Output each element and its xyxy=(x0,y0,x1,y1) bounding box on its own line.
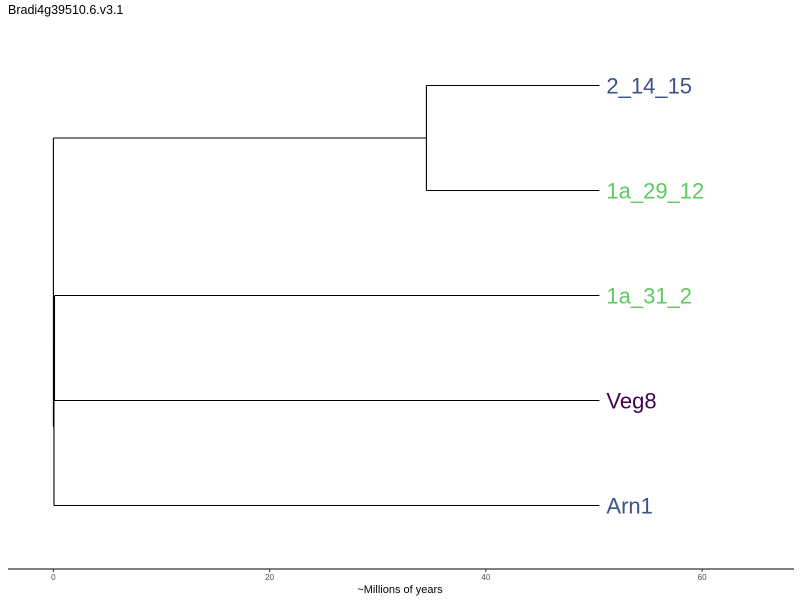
tip-label: Arn1 xyxy=(606,494,652,519)
figure-title: Bradi4g39510.6.v3.1 xyxy=(8,3,123,17)
tip-label: 2_14_15 xyxy=(606,74,692,99)
x-tick-label: 60 xyxy=(698,573,707,582)
tip-label: Veg8 xyxy=(606,389,656,414)
tree-branches xyxy=(52,84,600,507)
x-tick-label: 20 xyxy=(265,573,274,582)
x-axis-ticks: 0 20 40 60 xyxy=(51,569,707,582)
x-tick-label: 0 xyxy=(51,573,56,582)
x-axis-title: ~Millions of years xyxy=(357,584,443,596)
tip-labels: 2_14_15 1a_29_12 1a_31_2 Veg8 Arn1 xyxy=(606,74,704,519)
tip-label: 1a_29_12 xyxy=(606,179,704,204)
tip-label: 1a_31_2 xyxy=(606,284,692,309)
x-tick-label: 40 xyxy=(481,573,490,582)
